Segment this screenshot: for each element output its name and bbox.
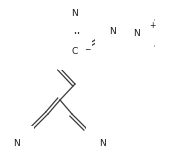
Text: N: N [14, 139, 20, 149]
Text: +: + [149, 21, 155, 31]
Text: N: N [100, 139, 106, 149]
Text: N: N [109, 28, 115, 37]
Text: C: C [72, 48, 78, 56]
Text: N: N [134, 28, 140, 38]
Text: −: − [84, 45, 90, 55]
Text: N: N [72, 10, 78, 18]
